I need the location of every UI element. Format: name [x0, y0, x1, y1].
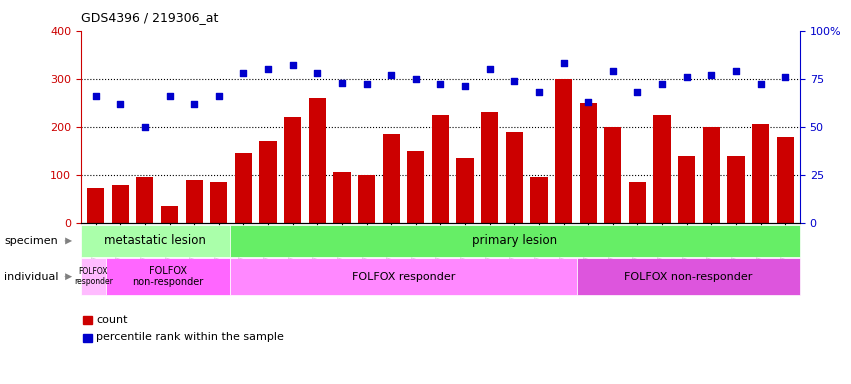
Point	[631, 89, 644, 95]
Point	[606, 68, 620, 74]
Bar	[654, 115, 671, 223]
Bar	[703, 127, 720, 223]
Text: primary lesion: primary lesion	[472, 235, 557, 247]
Point	[409, 76, 423, 82]
Bar	[358, 175, 375, 223]
Bar	[407, 151, 425, 223]
Bar	[334, 172, 351, 223]
Bar	[530, 177, 547, 223]
Bar	[382, 134, 400, 223]
Bar	[260, 141, 277, 223]
Point	[360, 81, 374, 88]
Text: FOLFOX non-responder: FOLFOX non-responder	[624, 271, 752, 282]
Point	[705, 72, 718, 78]
Point	[729, 68, 743, 74]
Bar	[230, 225, 800, 257]
Point	[433, 81, 447, 88]
Bar	[456, 158, 474, 223]
Bar	[87, 188, 104, 223]
Text: FOLFOX responder: FOLFOX responder	[351, 271, 455, 282]
Point	[113, 101, 127, 107]
Point	[483, 66, 496, 72]
Text: specimen: specimen	[4, 236, 58, 246]
Point	[286, 62, 300, 68]
Bar	[431, 115, 449, 223]
Point	[187, 101, 201, 107]
Bar	[777, 137, 794, 223]
Bar	[555, 79, 572, 223]
Bar	[580, 103, 597, 223]
Bar	[577, 258, 800, 295]
Text: GDS4396 / 219306_at: GDS4396 / 219306_at	[81, 12, 218, 25]
Point	[532, 89, 545, 95]
Bar	[481, 113, 499, 223]
Bar	[81, 258, 106, 295]
Point	[557, 60, 570, 66]
Point	[261, 66, 275, 72]
Point	[335, 79, 349, 86]
Point	[507, 78, 521, 84]
Bar	[81, 225, 230, 257]
Point	[163, 93, 176, 99]
Bar	[210, 182, 227, 223]
Bar	[106, 258, 230, 295]
Bar	[728, 156, 745, 223]
Point	[680, 74, 694, 80]
Point	[779, 74, 792, 80]
Text: individual: individual	[4, 271, 59, 282]
Text: FOLFOX
responder: FOLFOX responder	[74, 267, 112, 286]
Point	[581, 99, 595, 105]
Bar	[678, 156, 695, 223]
Text: metastatic lesion: metastatic lesion	[105, 235, 206, 247]
Bar	[284, 117, 301, 223]
Point	[89, 93, 102, 99]
Text: count: count	[96, 315, 128, 325]
Bar	[230, 258, 577, 295]
Text: percentile rank within the sample: percentile rank within the sample	[96, 332, 284, 342]
Bar	[136, 177, 153, 223]
Point	[138, 124, 151, 130]
Bar	[161, 206, 178, 223]
Point	[237, 70, 250, 76]
Bar	[309, 98, 326, 223]
Point	[385, 72, 398, 78]
Bar	[186, 180, 203, 223]
Point	[458, 83, 471, 89]
Point	[655, 81, 669, 88]
Bar	[752, 124, 769, 223]
Bar	[629, 182, 646, 223]
Bar	[235, 153, 252, 223]
Point	[311, 70, 324, 76]
Text: FOLFOX
non-responder: FOLFOX non-responder	[132, 266, 203, 288]
Point	[754, 81, 768, 88]
Bar	[604, 127, 621, 223]
Point	[212, 93, 226, 99]
Bar	[505, 131, 523, 223]
Bar	[111, 185, 129, 223]
